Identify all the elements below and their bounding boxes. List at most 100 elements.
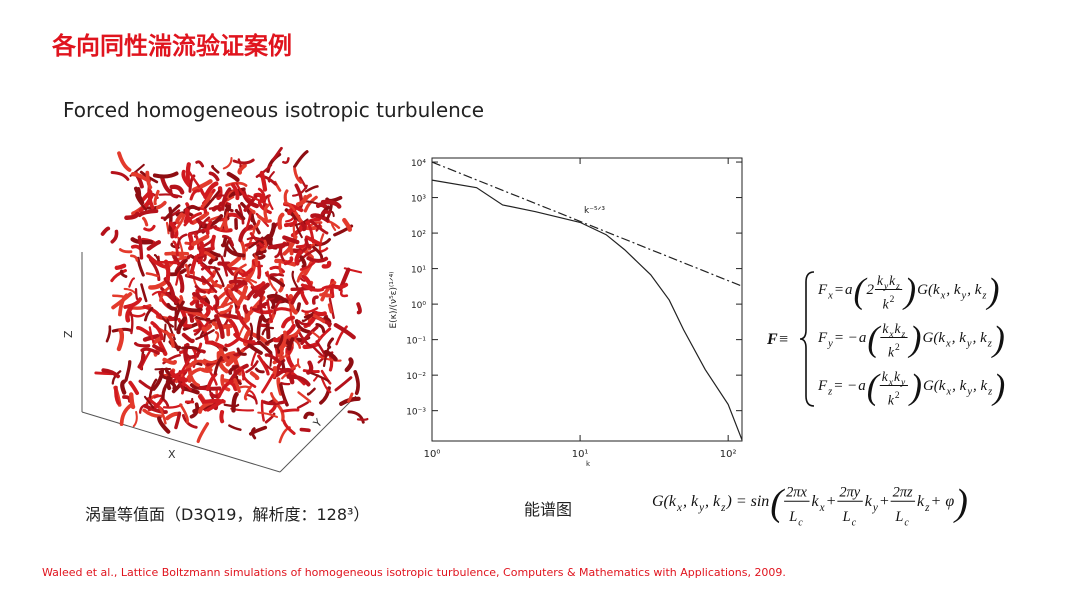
vortex-tube — [216, 290, 228, 301]
vortex-tube — [199, 299, 215, 311]
vortex-tube — [159, 286, 170, 302]
vortex-tube — [264, 353, 282, 365]
vortex-tube — [275, 307, 292, 312]
vortex-tube — [242, 329, 252, 347]
math-text: ( — [867, 318, 881, 358]
vortex-tube — [116, 327, 125, 352]
vortex-tube — [184, 263, 190, 277]
vortex-tube — [169, 184, 185, 195]
vortex-tube — [267, 194, 274, 210]
vortex-tube — [301, 307, 319, 314]
series-line — [431, 161, 743, 287]
vortex-tube — [128, 277, 136, 288]
vortex-tube — [308, 371, 330, 383]
math-text: k — [888, 344, 895, 359]
vortex-tube — [245, 341, 263, 355]
math-sub: x — [827, 291, 833, 302]
math-sup: 2 — [895, 391, 900, 401]
vortex-tube — [217, 298, 238, 309]
vortex-tube — [142, 408, 163, 418]
math-text: = − — [834, 330, 858, 346]
vortex-tube — [301, 313, 314, 323]
vortex-tube — [245, 228, 256, 252]
vortex-tube — [169, 188, 179, 199]
math-sub: y — [698, 502, 704, 514]
vortex-tube — [222, 234, 235, 247]
vortex-tube — [239, 268, 258, 284]
vortex-tube — [225, 181, 248, 187]
vortex-tube — [165, 411, 180, 421]
vortex-tube — [309, 221, 323, 227]
math-text: k — [894, 369, 901, 384]
math-sub: y — [900, 378, 906, 388]
vortex-tube — [296, 401, 309, 410]
chart-caption: 能谱图 — [524, 500, 572, 519]
vortex-tube — [264, 412, 276, 424]
vortex-tube — [249, 371, 260, 381]
vortex-tube — [143, 404, 168, 414]
vortex-tube — [233, 378, 242, 393]
vortex-tube — [261, 373, 275, 394]
math-text: G(k — [923, 378, 946, 394]
vortex-tube — [224, 283, 236, 291]
vortex-tube — [236, 347, 247, 356]
vortex-tube — [252, 282, 270, 299]
vortex-tube — [253, 192, 265, 203]
vortex-tube — [145, 272, 160, 278]
vortex-tube — [174, 258, 188, 275]
vortex-tube — [163, 323, 167, 343]
vortex-tube — [311, 345, 326, 359]
math-text: a — [845, 282, 853, 298]
vortex-tube — [187, 232, 194, 251]
vortex-tube — [157, 416, 171, 434]
vortex-tube — [303, 411, 315, 420]
vortex-tube — [182, 309, 207, 319]
vortex-tube — [231, 392, 239, 413]
vortex-tube — [293, 150, 309, 169]
vortex-tube — [196, 422, 210, 444]
axis-label: X — [168, 448, 176, 461]
vortex-tube — [306, 256, 329, 263]
vortex-tube — [254, 367, 265, 374]
vortex-tube — [195, 160, 205, 168]
vortex-tube — [200, 265, 221, 271]
y-tick-label: 10² — [411, 230, 426, 240]
vortex-tube — [237, 158, 242, 168]
math-text: ) — [908, 318, 922, 358]
math-text: k — [895, 321, 902, 336]
vortex-tube — [278, 262, 284, 276]
vortex-tube — [208, 256, 219, 265]
vortex-tube — [198, 241, 205, 259]
vortex-tube — [257, 187, 267, 202]
vortex-tube — [213, 294, 220, 311]
vortex-tube — [291, 184, 308, 197]
vortex-tube — [233, 270, 239, 292]
vortex-tube — [163, 259, 171, 281]
math-sub: y — [966, 387, 972, 398]
math-text: ( — [770, 482, 785, 524]
vortex-tube — [256, 340, 273, 355]
vortex-tube — [155, 200, 167, 210]
math-row: 2πy — [839, 484, 860, 500]
vortex-tube — [181, 382, 192, 391]
vortex-tube — [339, 289, 349, 298]
math-text: k — [888, 392, 895, 407]
math-sub: c — [904, 518, 909, 529]
vortex-tube — [297, 391, 312, 403]
vortex-tube — [232, 158, 255, 165]
vortex-tube — [177, 305, 203, 313]
vortex-tube — [255, 163, 273, 178]
math-sub: z — [827, 387, 832, 398]
y-axis-label: E(κ)/(ν⁵ε)⁽¹ᐟ⁴⁾ — [389, 271, 399, 328]
vortex-tube — [311, 295, 319, 305]
vortex-tube — [299, 255, 307, 269]
vortex-tube — [241, 267, 254, 278]
vortex-tube — [297, 248, 317, 263]
math-text: k — [889, 273, 896, 288]
vortex-tube — [174, 300, 185, 322]
math-sub: y — [961, 291, 967, 302]
